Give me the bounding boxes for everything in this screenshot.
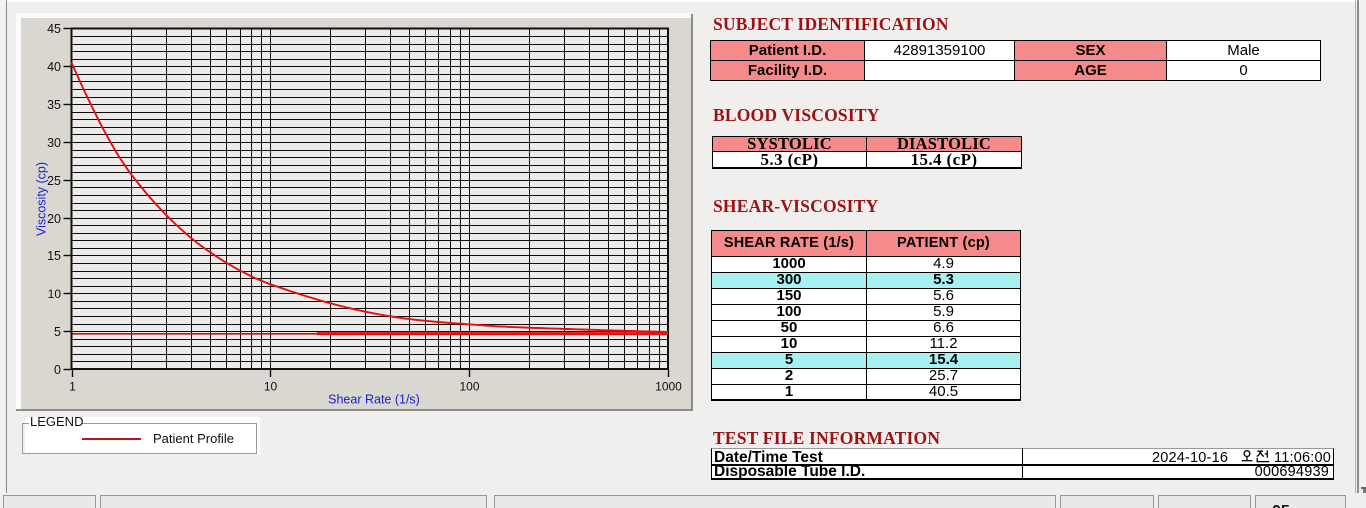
- svg-text:45: 45: [47, 22, 61, 36]
- svg-text:30: 30: [47, 136, 61, 150]
- svg-text:20: 20: [47, 212, 61, 226]
- svg-text:1: 1: [69, 380, 76, 394]
- svg-text:10: 10: [264, 380, 278, 394]
- svg-text:Viscosity (cp): Viscosity (cp): [35, 162, 49, 236]
- svg-text:0: 0: [54, 363, 61, 377]
- svg-text:1000: 1000: [655, 380, 682, 394]
- svg-text:10: 10: [48, 287, 62, 301]
- svg-text:5: 5: [54, 325, 61, 339]
- svg-text:35: 35: [47, 98, 61, 112]
- svg-text:40: 40: [47, 60, 61, 74]
- svg-text:Shear Rate (1/s): Shear Rate (1/s): [328, 393, 420, 407]
- svg-text:100: 100: [459, 380, 479, 394]
- svg-text:25: 25: [47, 174, 61, 188]
- svg-text:15: 15: [47, 249, 61, 263]
